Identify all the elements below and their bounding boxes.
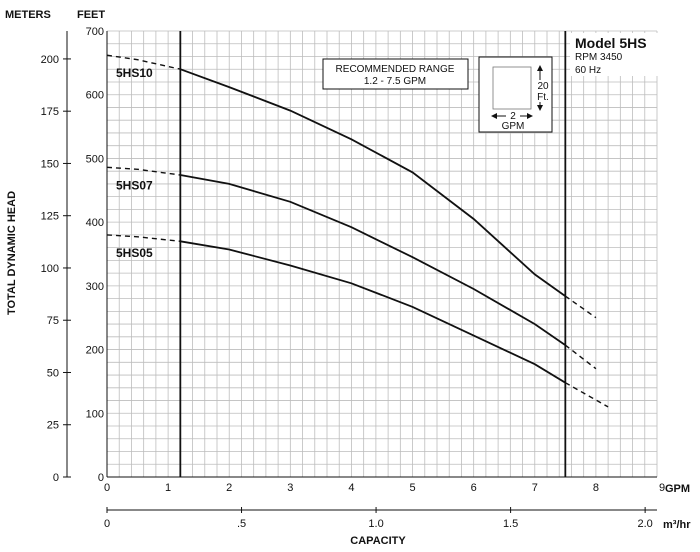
feet-tick-label: 600 [86, 90, 104, 102]
model-frequency: 60 Hz [575, 65, 601, 76]
feet-axis: 0 100 200 300 400 500 600 700 [86, 26, 104, 484]
feet-tick-label: 0 [98, 472, 104, 484]
meters-tick-label: 200 [41, 54, 59, 66]
curve-5HS10-left-dashed [106, 54, 181, 70]
scale-arrow-up-icon [537, 65, 543, 71]
m3hr-unit-label: m³/hr [663, 519, 691, 531]
series-label-5HS10: 5HS10 [116, 66, 153, 80]
meters-tick-label: 150 [41, 158, 59, 170]
scale-width-value: 2 [510, 111, 516, 122]
meters-tick-label: 125 [41, 211, 59, 223]
meters-tick-label: 25 [47, 420, 59, 432]
gpm-tick-label: 0 [104, 482, 110, 494]
scale-square [492, 66, 532, 110]
feet-tick-label: 700 [86, 26, 104, 38]
m3hr-tick-label: 2.0 [637, 518, 652, 530]
series-labels: 5HS10 5HS07 5HS05 [116, 66, 153, 260]
curves [106, 54, 609, 408]
recommended-range-lines [179, 31, 567, 477]
feet-tick-label: 500 [86, 153, 104, 165]
gpm-tick-label: 2 [226, 482, 232, 494]
scale-arrow-left-icon [491, 113, 497, 119]
meters-tick-label: 0 [53, 472, 59, 484]
scale-width-unit: GPM [502, 121, 525, 132]
gpm-tick-label: 5 [409, 482, 415, 494]
scale-arrow-right-icon [527, 113, 533, 119]
curve-5HS10-right-dashed [564, 295, 597, 319]
m3hr-tick-label: .5 [237, 518, 246, 530]
recommended-range-box: RECOMMENDED RANGE 1.2 - 7.5 GPM [322, 58, 469, 90]
scale-height-unit: Ft. [537, 92, 549, 103]
series-label-5HS05: 5HS05 [116, 246, 153, 260]
m3hr-tick-label: 1.5 [503, 518, 518, 530]
gpm-unit-label: GPM [665, 483, 690, 495]
model-rpm: RPM 3450 [575, 52, 623, 63]
feet-axis-header: FEET [77, 9, 105, 21]
feet-tick-label: 300 [86, 281, 104, 293]
meters-axis: 0 25 50 75 100 125 150 175 200 [41, 31, 71, 484]
gpm-tick-label: 4 [348, 482, 354, 494]
gpm-tick-label: 7 [532, 482, 538, 494]
gpm-tick-label: 9 [659, 482, 665, 494]
gpm-tick-label: 1 [165, 482, 171, 494]
curve-5HS05-right-dashed [564, 382, 609, 408]
feet-tick-label: 200 [86, 345, 104, 357]
scale-arrow-down-icon [537, 105, 543, 111]
model-title: Model 5HS [575, 35, 647, 51]
curve-5HS07-left-dashed [106, 166, 181, 176]
m3hr-tick-label: 1.0 [368, 518, 383, 530]
gpm-axis: 0 1 2 3 4 5 6 7 8 9 [104, 482, 665, 494]
gpm-tick-label: 3 [287, 482, 293, 494]
curve-5HS05 [180, 240, 566, 384]
meters-tick-label: 100 [41, 263, 59, 275]
curve-5HS07 [180, 174, 566, 346]
model-box: Model 5HS RPM 3450 60 Hz [570, 33, 660, 76]
gpm-tick-label: 6 [471, 482, 477, 494]
meters-axis-header: METERS [5, 9, 51, 21]
gpm-tick-label: 8 [593, 482, 599, 494]
y-axis-title: TOTAL DYNAMIC HEAD [6, 191, 18, 315]
feet-tick-label: 400 [86, 217, 104, 229]
meters-tick-label: 75 [47, 315, 59, 327]
meters-tick-label: 50 [47, 367, 59, 379]
curve-5HS07-right-dashed [564, 344, 597, 370]
scale-height-value: 20 [537, 81, 549, 92]
recommended-range-title: RECOMMENDED RANGE [336, 64, 455, 75]
m3hr-tick-label: 0 [104, 518, 110, 530]
m3hr-axis: 0 .5 1.0 1.5 2.0 [104, 507, 657, 530]
curve-5HS05-left-dashed [106, 234, 181, 242]
meters-tick-label: 175 [41, 106, 59, 118]
recommended-range-values: 1.2 - 7.5 GPM [364, 76, 426, 87]
grid [106, 30, 658, 478]
series-label-5HS07: 5HS07 [116, 178, 153, 192]
curve-5HS10 [179, 68, 566, 297]
feet-tick-label: 100 [86, 408, 104, 420]
x-axis-title: CAPACITY [350, 535, 406, 547]
scale-box: 20 Ft. 2 GPM [478, 56, 553, 133]
